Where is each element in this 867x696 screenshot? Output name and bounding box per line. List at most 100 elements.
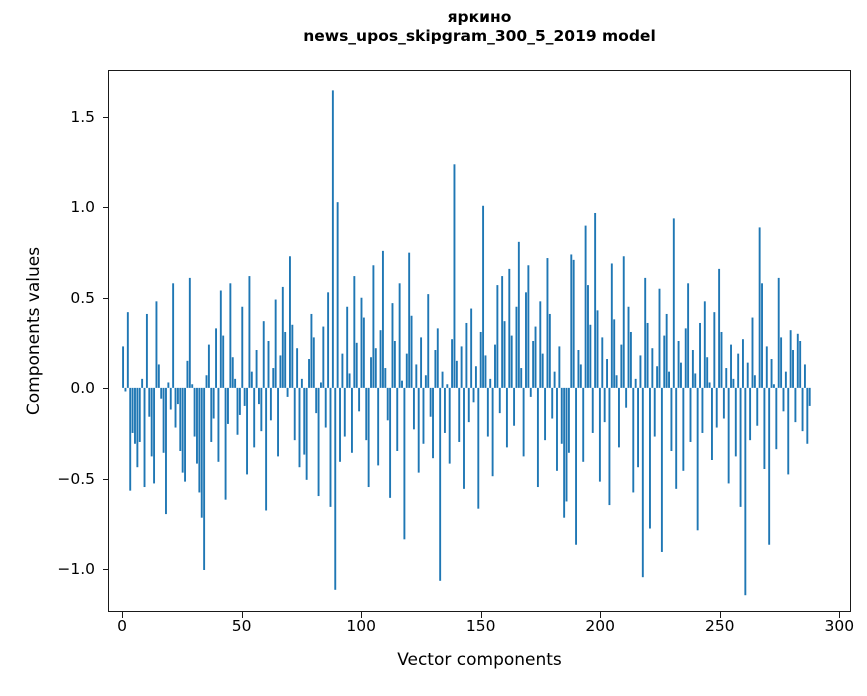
bar (401, 380, 403, 388)
bar (291, 324, 294, 388)
bar (296, 348, 299, 388)
bar (138, 387, 141, 442)
bar (780, 337, 783, 388)
bar (277, 387, 279, 457)
bar (393, 341, 396, 388)
x-tick-mark (361, 611, 363, 618)
bar (172, 283, 175, 388)
bar (665, 313, 668, 388)
y-tick-label: 0.0 (70, 379, 95, 398)
bar (355, 342, 358, 388)
bar (718, 268, 721, 388)
bar (618, 387, 620, 448)
bar (658, 288, 661, 388)
bar (281, 286, 284, 388)
x-tick-label: 50 (231, 617, 252, 635)
bar (575, 387, 578, 545)
bar (689, 387, 692, 442)
bar (763, 387, 766, 470)
bar (491, 387, 494, 477)
bar (608, 387, 611, 506)
bar (603, 387, 606, 423)
bar (479, 331, 482, 388)
bar (644, 277, 647, 388)
x-tick-label: 200 (585, 617, 616, 635)
y-tick-mark (102, 297, 109, 299)
bar (265, 387, 268, 511)
bar (334, 387, 337, 590)
bar (796, 333, 799, 388)
bar (465, 322, 468, 388)
bar (145, 313, 148, 388)
bar (496, 285, 499, 388)
bar (203, 387, 206, 570)
bar (222, 335, 225, 388)
bar (396, 387, 399, 451)
y-tick-mark (102, 388, 109, 390)
bar (377, 387, 380, 466)
bar (329, 387, 332, 507)
y-axis-title: Components values (24, 246, 44, 416)
bar (408, 252, 411, 388)
bar (498, 387, 501, 414)
bar (682, 387, 685, 471)
bar (353, 276, 356, 388)
bar (260, 387, 263, 432)
bar (706, 357, 709, 388)
bar (339, 387, 341, 462)
bar (212, 387, 215, 419)
bar (460, 346, 463, 388)
bar (207, 344, 210, 388)
bar (761, 283, 763, 388)
bar (448, 387, 451, 464)
bar (286, 387, 289, 397)
bar (267, 341, 270, 388)
bar (379, 330, 382, 388)
chart-title-line-2: news_upos_skipgram_300_5_2019 model (303, 27, 656, 46)
bar (193, 387, 196, 437)
chart-title: яркино news_upos_skipgram_300_5_2019 mod… (108, 8, 851, 47)
bar (494, 344, 496, 388)
x-tick-mark (122, 611, 124, 618)
bar (649, 387, 651, 529)
bar (749, 387, 752, 441)
bar (646, 322, 649, 388)
bar (238, 387, 241, 415)
bar (634, 378, 637, 388)
bar (141, 378, 144, 388)
bar (772, 384, 775, 388)
bar (606, 359, 609, 388)
bar (200, 387, 203, 518)
bar (436, 328, 439, 388)
bar (739, 387, 742, 507)
bar (722, 387, 725, 419)
bar (732, 378, 735, 388)
bar (184, 387, 187, 482)
bar (346, 306, 349, 388)
bar (236, 387, 239, 435)
bar (455, 360, 458, 388)
bar (250, 371, 253, 388)
bar (484, 355, 487, 388)
bar (312, 337, 315, 388)
bar (308, 359, 310, 388)
bar (792, 350, 794, 388)
bar (255, 350, 258, 388)
bar (279, 355, 282, 388)
bar (625, 387, 628, 408)
bar (196, 387, 198, 464)
bar (384, 368, 387, 388)
bar (246, 387, 248, 475)
bar (517, 241, 520, 388)
bar (660, 387, 663, 552)
bar (670, 387, 673, 451)
bar (322, 326, 325, 388)
bar (370, 357, 372, 388)
y-tick-mark (102, 207, 109, 209)
bar (508, 268, 511, 388)
bar (675, 387, 678, 489)
bar (324, 387, 327, 428)
bar (513, 387, 516, 426)
bar (143, 387, 146, 488)
